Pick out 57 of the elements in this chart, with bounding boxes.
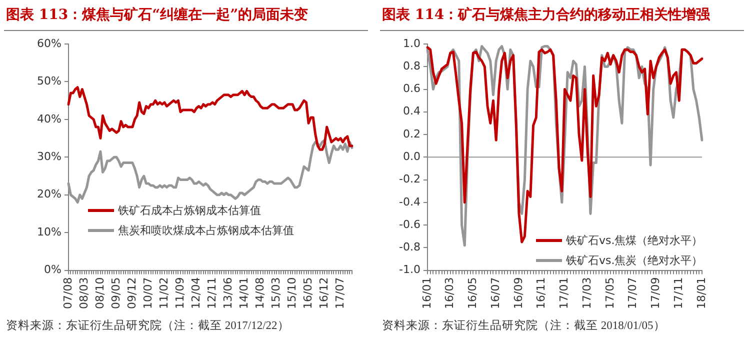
y-tick-label: -1.0	[398, 263, 420, 276]
x-tick-label: 17/01	[558, 277, 571, 310]
x-tick-label: 07/08	[61, 277, 74, 310]
x-tick-label: 12/11	[205, 277, 218, 310]
legend-label: 铁矿石vs.焦煤（绝对水平）	[566, 232, 703, 248]
y-tick-label: 1.0	[402, 36, 420, 50]
y-tick-label: -0.4	[398, 195, 420, 208]
y-tick-label: 0.6	[402, 82, 420, 96]
x-tick-label: 10/07	[141, 277, 154, 310]
y-tick-label: 50%	[36, 74, 62, 88]
legend-label: 铁矿石vs.焦炭（绝对水平）	[566, 252, 703, 268]
x-tick-label: 16/07	[488, 277, 502, 310]
x-tick-label: 18/01	[694, 277, 708, 310]
x-tick-label: 16/01	[420, 277, 434, 310]
x-tick-label: 17/11	[672, 277, 685, 310]
x-tick-label: 16/03	[443, 277, 456, 310]
x-tick-label: 16/05	[301, 277, 314, 310]
x-tick-label: 11/09	[173, 277, 186, 310]
y-tick-label: 0%	[44, 263, 62, 276]
x-tick-label: 08/10	[93, 277, 106, 310]
y-tick-label: 30%	[36, 150, 62, 164]
y-tick-label: 40%	[36, 112, 62, 126]
x-tick-label: 09/05	[109, 277, 122, 310]
x-tick-label: 09/12	[125, 277, 138, 310]
y-tick-label: 0.8	[402, 59, 420, 72]
y-tick-label: 0.4	[402, 104, 420, 118]
x-tick-label: 08/03	[77, 277, 90, 310]
y-tick-label: 10%	[36, 225, 62, 238]
x-tick-label: 11/02	[157, 277, 170, 310]
x-tick-label: 15/03	[269, 277, 282, 310]
y-tick-label: -0.2	[398, 172, 420, 186]
x-tick-label: 15/10	[285, 277, 298, 310]
chart-title: 图表 114：矿石与煤焦主力合约的移动正相关性增强	[382, 6, 710, 24]
text: 资料来源：东证衍生品研究院（注：截至 2017/12/22）	[6, 318, 290, 333]
x-tick-label: 17/07	[333, 277, 346, 310]
text: 资料来源：东证衍生品研究院（注：截至 2018/01/05）	[382, 318, 666, 333]
chart-title: 图表 113：煤焦与矿石“纠缠在一起”的局面未变	[6, 6, 308, 24]
x-tick-label: 16/09	[512, 277, 525, 310]
y-tick-label: -0.6	[398, 218, 420, 231]
x-tick-label: 13/06	[221, 277, 234, 310]
legend-label: 焦炭和喷吹煤成本占炼钢成本估算值	[118, 222, 294, 238]
y-tick-label: 60%	[36, 36, 62, 50]
x-tick-label: 16/12	[317, 277, 330, 310]
x-tick-label: 14/01	[237, 277, 250, 310]
y-tick-label: -0.8	[398, 240, 420, 254]
x-tick-label: 17/03	[580, 277, 594, 310]
x-tick-label: 12/04	[189, 277, 202, 310]
y-tick-label: 0.0	[402, 150, 420, 164]
x-tick-label: 17/07	[626, 277, 640, 310]
y-tick-label: 20%	[36, 188, 62, 201]
x-tick-label: 16/11	[534, 277, 548, 310]
x-tick-label: 16/05	[466, 277, 480, 310]
x-tick-label: 17/09	[649, 277, 662, 310]
x-tick-label: 17/05	[603, 277, 616, 310]
y-tick-label: 0.2	[402, 127, 420, 140]
legend-label: 铁矿石成本占炼钢成本估算值	[118, 202, 261, 218]
x-tick-label: 14/08	[253, 277, 266, 310]
